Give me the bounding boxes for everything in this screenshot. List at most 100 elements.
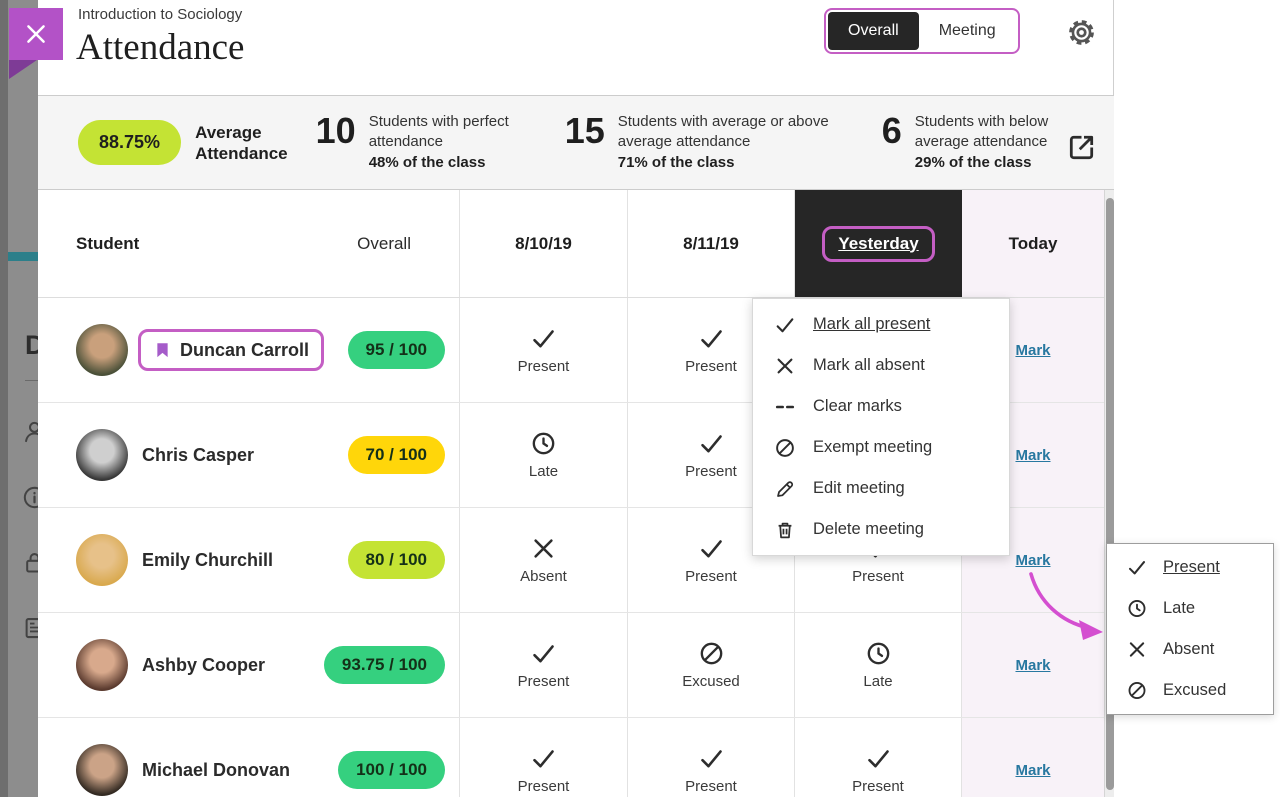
- slash-icon: [774, 437, 796, 459]
- student-name-box-focused[interactable]: Duncan Carroll: [138, 329, 325, 371]
- menu-item-label: Delete meeting: [813, 520, 924, 538]
- course-title: Introduction to Sociology: [78, 6, 243, 23]
- dash-icon: [774, 396, 796, 418]
- menu-item-edit-meeting[interactable]: Edit meeting: [753, 468, 1009, 509]
- mark-link[interactable]: Mark: [1015, 446, 1051, 464]
- close-icon: [23, 21, 49, 47]
- today-cell: Mark: [962, 718, 1104, 797]
- view-toggle: Overall Meeting: [824, 8, 1020, 54]
- background-accent-bar: [8, 252, 38, 261]
- menu-item-label: Clear marks: [813, 397, 902, 415]
- check-icon: [530, 640, 557, 667]
- avatar: [76, 534, 128, 586]
- attendance-cell[interactable]: Absent: [460, 508, 628, 612]
- toggle-overall-button[interactable]: Overall: [828, 12, 919, 50]
- popup-item-label: Late: [1163, 599, 1196, 617]
- x-icon: [1126, 639, 1148, 660]
- attendance-cell[interactable]: Present: [460, 718, 628, 797]
- student-name: Chris Casper: [142, 444, 255, 465]
- average-attendance-pill: 88.75%: [78, 120, 182, 165]
- popup-item-present[interactable]: Present: [1107, 547, 1273, 588]
- check-icon: [698, 535, 725, 562]
- attendance-cell[interactable]: Late: [795, 613, 962, 717]
- background-partial-heading: D: [25, 330, 38, 361]
- check-icon: [530, 745, 557, 772]
- student-name: Emily Churchill: [142, 549, 274, 570]
- date-label: 8/11/19: [683, 233, 739, 253]
- meeting-options-menu: Mark all present Mark all absent Clear m…: [752, 298, 1010, 556]
- menu-item-label: Edit meeting: [813, 479, 905, 497]
- page-title: Attendance: [76, 27, 245, 68]
- export-icon[interactable]: [1064, 130, 1099, 165]
- attendance-cell[interactable]: Late: [460, 403, 628, 507]
- check-icon: [774, 314, 796, 336]
- attendance-cell[interactable]: Present: [795, 718, 962, 797]
- mark-link[interactable]: Mark: [1015, 656, 1051, 674]
- mark-link[interactable]: Mark: [1015, 761, 1051, 779]
- stat-percent: 71% of the class: [617, 154, 735, 171]
- stat-count: 6: [881, 110, 902, 151]
- header-student-overall: Student Overall: [38, 190, 460, 297]
- stat-description: Students with average or above average a…: [617, 113, 829, 150]
- mark-link[interactable]: Mark: [1015, 341, 1051, 359]
- menu-item-label: Exempt meeting: [813, 438, 933, 456]
- x-icon: [774, 355, 796, 377]
- pencil-icon: [774, 478, 796, 500]
- popup-item-absent[interactable]: Absent: [1107, 629, 1273, 670]
- background-divider: [25, 380, 38, 381]
- menu-item-delete-meeting[interactable]: Delete meeting: [753, 509, 1009, 550]
- mark-link[interactable]: Mark: [1015, 551, 1051, 569]
- attendance-cell[interactable]: Excused: [628, 613, 795, 717]
- menu-item-mark-all-present[interactable]: Mark all present: [753, 304, 1009, 345]
- menu-item-exempt-meeting[interactable]: Exempt meeting: [753, 427, 1009, 468]
- menu-item-mark-all-absent[interactable]: Mark all absent: [753, 345, 1009, 386]
- check-icon: [698, 325, 725, 352]
- table-row: Ashby Cooper 93.75 / 100 Present Excused…: [38, 613, 1104, 718]
- status-label: Present: [685, 778, 737, 795]
- slash-icon: [1126, 680, 1148, 701]
- popup-item-late[interactable]: Late: [1107, 588, 1273, 629]
- vertical-scrollbar[interactable]: [1104, 190, 1114, 797]
- bookmark-icon: [153, 339, 172, 361]
- status-label: Absent: [520, 568, 567, 585]
- status-label: Present: [517, 778, 570, 795]
- attendance-cell[interactable]: Present: [460, 613, 628, 717]
- check-icon: [530, 325, 557, 352]
- attendance-cell[interactable]: Present: [628, 508, 795, 612]
- attendance-panel: Introduction to Sociology Attendance Ove…: [38, 0, 1114, 797]
- settings-gear-icon[interactable]: [1066, 17, 1097, 48]
- popup-item-label: Excused: [1163, 681, 1227, 699]
- table-header-row: Student Overall 8/10/19 8/11/19 Yesterda…: [38, 190, 1104, 298]
- overall-score-pill: 70 / 100: [347, 436, 445, 474]
- menu-item-clear-marks[interactable]: Clear marks: [753, 386, 1009, 427]
- stat-count: 10: [315, 110, 356, 151]
- stat-perfect-attendance: 10 Students with perfect attendance 48% …: [316, 112, 539, 173]
- attendance-cell[interactable]: Present: [628, 718, 795, 797]
- yesterday-menu-trigger[interactable]: Yesterday: [822, 225, 935, 262]
- stat-count: 15: [564, 110, 605, 151]
- column-header-date2[interactable]: 8/11/19: [628, 190, 795, 297]
- student-name: Ashby Cooper: [142, 654, 266, 675]
- stat-average-or-above: 15 Students with average or above averag…: [565, 112, 856, 173]
- overall-score-pill: 80 / 100: [347, 541, 445, 579]
- dimmed-background-page: D: [0, 0, 38, 797]
- status-label: Present: [517, 673, 570, 690]
- column-header-overall: Overall: [357, 233, 411, 253]
- stat-percent: 29% of the class: [914, 154, 1032, 171]
- close-panel-button[interactable]: [9, 8, 63, 60]
- stat-below-average: 6 Students with below average attendance…: [882, 112, 1103, 173]
- lock-icon: [21, 549, 38, 576]
- popup-item-excused[interactable]: Excused: [1107, 670, 1273, 711]
- column-header-date1[interactable]: 8/10/19: [460, 190, 628, 297]
- stats-bar: 88.75% Average Attendance 10 Students wi…: [38, 95, 1114, 190]
- toggle-meeting-button[interactable]: Meeting: [918, 12, 1016, 50]
- column-header-today[interactable]: Today: [962, 190, 1104, 297]
- status-label: Excused: [682, 673, 740, 690]
- info-icon: [21, 484, 38, 511]
- scrollbar-thumb[interactable]: [1106, 198, 1114, 790]
- overall-score-pill: 93.75 / 100: [323, 646, 445, 684]
- status-label: Present: [685, 358, 737, 375]
- person-icon: [21, 418, 38, 445]
- mark-status-popup: Present Late Absent Excused: [1106, 543, 1274, 715]
- attendance-cell[interactable]: Present: [460, 298, 628, 402]
